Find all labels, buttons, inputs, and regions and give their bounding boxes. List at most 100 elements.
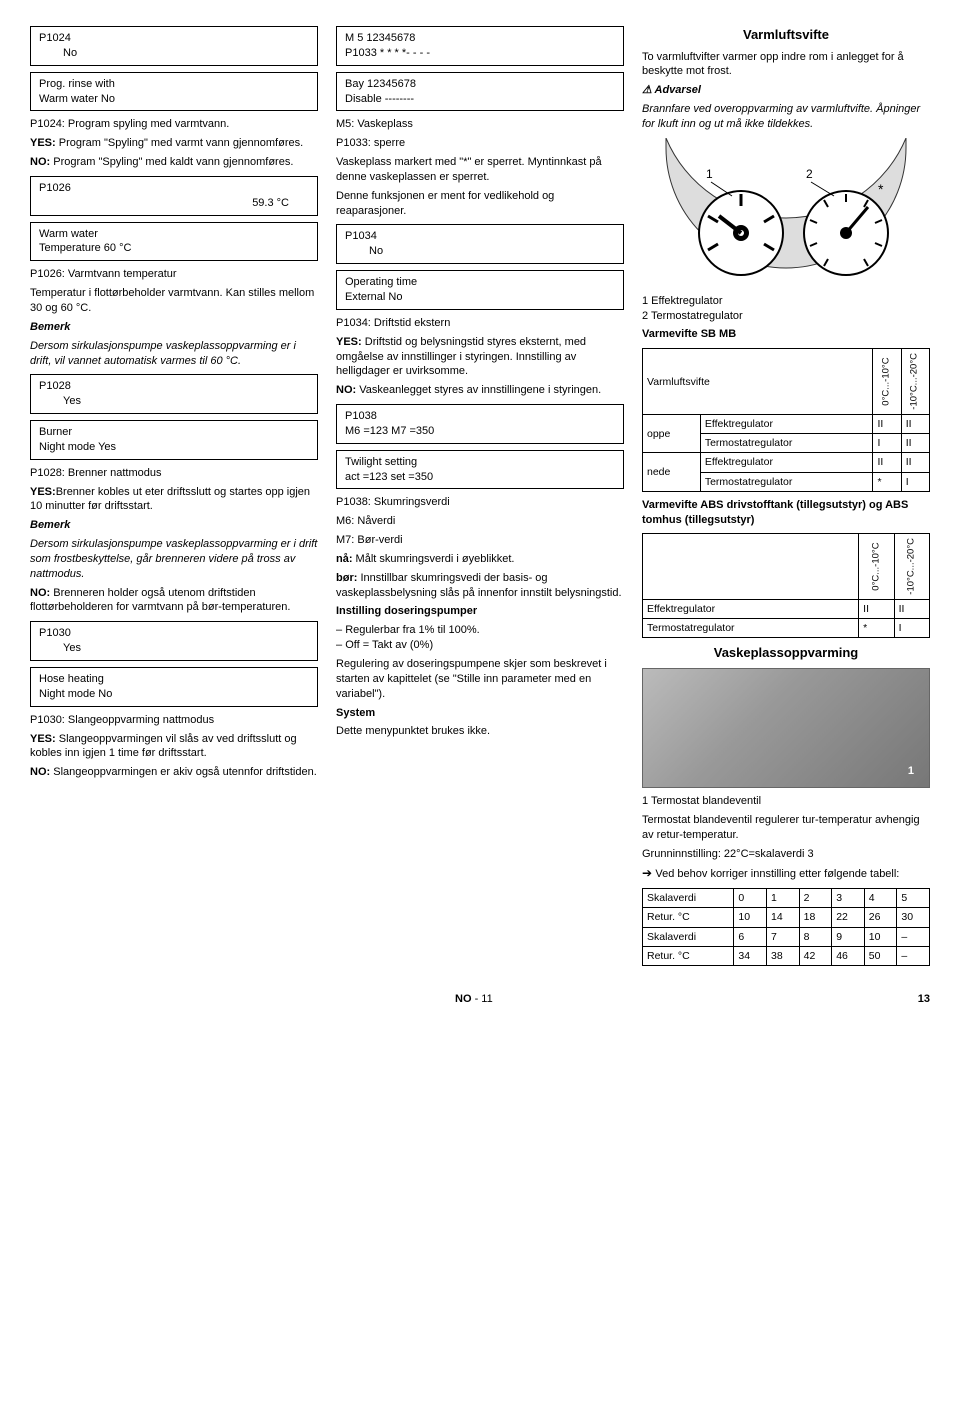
list-item: Regulerbar fra 1% til 100%. <box>348 623 624 638</box>
cell: II <box>859 600 894 619</box>
cell: 10 <box>864 927 897 946</box>
display-box: P1030Yes <box>30 621 318 661</box>
cell: Retur. °C <box>643 908 734 927</box>
section-heading: Varmluftsvifte <box>642 26 930 44</box>
list-item: Off = Takt av (0%) <box>348 638 624 653</box>
text: Termostat blandeventil regulerer tur-tem… <box>642 813 930 843</box>
label: NO: <box>30 156 50 168</box>
cell: Termostatregulator <box>700 472 873 491</box>
heading: Instilling doseringspumper <box>336 604 624 619</box>
line: No <box>345 244 615 259</box>
text: P1028: Brenner nattmodus <box>30 466 318 481</box>
svg-text:*: * <box>878 181 884 197</box>
line: P1034 <box>345 229 615 244</box>
label: NO: <box>30 587 50 599</box>
table-abs: 0°C...-10°C-10°C...-20°C Effektregulator… <box>642 533 930 638</box>
mechanical-photo <box>642 668 930 788</box>
cell: 4 <box>864 889 897 908</box>
cell: oppe <box>643 415 701 453</box>
text: Slangeoppvarmingen vil slås av ved drift… <box>30 733 297 760</box>
section-heading: Vaskeplassoppvarming <box>642 644 930 662</box>
cell: -10°C...-20°C <box>894 534 929 600</box>
warning-text: Brannfare ved overoppvarming av varmluft… <box>642 102 930 132</box>
cell: Termostatregulator <box>643 619 859 638</box>
cell: 6 <box>734 927 767 946</box>
cell: -10°C...-20°C <box>901 349 929 415</box>
cell: Skalaverdi <box>643 889 734 908</box>
cell: 2 <box>799 889 832 908</box>
display-box: P1024No <box>30 26 318 66</box>
text: P1034: Driftstid ekstern <box>336 316 624 331</box>
page-right: 13 <box>918 992 930 1007</box>
page: P1024No Prog. rinse withWarm water No P1… <box>30 20 930 972</box>
label: YES: <box>336 336 362 348</box>
text: To varmluftvifter varmer opp indre rom i… <box>642 50 930 80</box>
display-box: Warm waterTemperature 60 °C <box>30 222 318 262</box>
display-box: Operating timeExternal No <box>336 270 624 310</box>
text: NO: Slangeoppvarmingen er akiv også uten… <box>30 765 318 780</box>
line: P1038 <box>345 409 615 424</box>
display-box: P1038M6 =123 M7 =350 <box>336 404 624 444</box>
line: M 5 12345678 <box>345 31 615 46</box>
cell: 46 <box>832 946 865 965</box>
cell: 7 <box>767 927 800 946</box>
column-3: Varmluftsvifte To varmluftvifter varmer … <box>642 20 930 972</box>
display-box: BurnerNight mode Yes <box>30 420 318 460</box>
cell: 1 <box>767 889 800 908</box>
cell: 10 <box>734 908 767 927</box>
text: YES: Slangeoppvarmingen vil slås av ved … <box>30 732 318 762</box>
cell: * <box>873 472 901 491</box>
text: NO: Vaskeanlegget styres av innstillinge… <box>336 383 624 398</box>
display-box: M 5 12345678P1033 * * * *- - - - <box>336 26 624 66</box>
display-box: Bay 12345678Disable -------- <box>336 72 624 112</box>
page-footer: NO - 11 13 <box>30 992 930 1007</box>
text: Slangeoppvarmingen er akiv også utennfor… <box>50 766 317 778</box>
cell: 8 <box>799 927 832 946</box>
text: Driftstid og belysningstid styres ekster… <box>336 336 586 378</box>
cell: II <box>901 415 929 434</box>
cell: 34 <box>734 946 767 965</box>
line: External No <box>345 290 615 305</box>
cell: I <box>901 472 929 491</box>
display-box: P1034No <box>336 224 624 264</box>
text: Regulering av doseringspumpene skjer som… <box>336 657 624 702</box>
heading: Varmevifte ABS drivstofftank (tillegsuts… <box>642 498 930 528</box>
text: YES: Program "Spyling" med varmt vann gj… <box>30 136 318 151</box>
cell: * <box>859 619 894 638</box>
column-2: M 5 12345678P1033 * * * *- - - - Bay 123… <box>336 20 624 972</box>
note-label: Bemerk <box>30 320 318 335</box>
line: P1026 <box>39 181 309 196</box>
cell: Termostatregulator <box>700 434 873 453</box>
cell: Effektregulator <box>700 453 873 472</box>
legend-item: 2 Termostatregulator <box>642 309 930 324</box>
text: NO: Program "Spyling" med kaldt vann gje… <box>30 155 318 170</box>
display-box: Hose heatingNight mode No <box>30 667 318 707</box>
line: No <box>39 46 309 61</box>
cell: II <box>901 434 929 453</box>
cell: 14 <box>767 908 800 927</box>
text: P1033: sperre <box>336 136 624 151</box>
label: YES: <box>30 486 56 498</box>
label: YES: <box>30 733 56 745</box>
line: Prog. rinse with <box>39 77 309 92</box>
text: M7: Bør-verdi <box>336 533 624 548</box>
page-num: - 11 <box>475 993 493 1005</box>
text: M5: Vaskeplass <box>336 117 624 132</box>
text: M6: Nåverdi <box>336 514 624 529</box>
cell: – <box>897 946 930 965</box>
line: M6 =123 M7 =350 <box>345 424 615 439</box>
text: ➔ Ved behov korriger innstilling etter f… <box>642 865 930 882</box>
line: act =123 set =350 <box>345 470 615 485</box>
line: Warm water <box>39 227 309 242</box>
text: YES: Driftstid og belysningstid styres e… <box>336 335 624 380</box>
cell: Effektregulator <box>700 415 873 434</box>
line: Hose heating <box>39 672 309 687</box>
line: Operating time <box>345 275 615 290</box>
cell: Varmluftsvifte <box>643 349 873 415</box>
display-box: Prog. rinse withWarm water No <box>30 72 318 112</box>
cell: 50 <box>864 946 897 965</box>
line: P1033 * * * *- - - - <box>345 46 615 61</box>
line: Yes <box>39 394 309 409</box>
note-text: Dersom sirkulasjonspumpe vaskeplassoppva… <box>30 537 318 582</box>
heading: Varmevifte SB MB <box>642 327 930 342</box>
